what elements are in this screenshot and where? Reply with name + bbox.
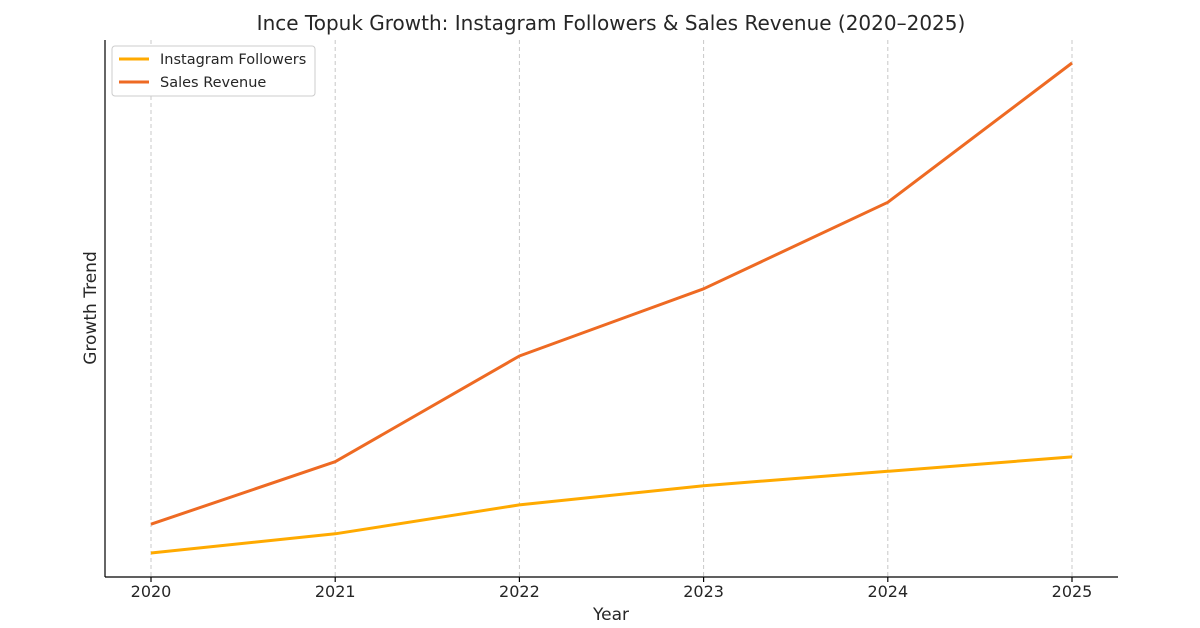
series-line-instagram-followers — [150, 455, 1073, 555]
chart-title: Ince Topuk Growth: Instagram Followers &… — [257, 11, 966, 35]
x-tick-label: 2021 — [315, 582, 356, 601]
x-tick-label: 2024 — [867, 582, 908, 601]
legend-label: Instagram Followers — [160, 52, 306, 68]
legend: Instagram Followers Sales Revenue — [111, 45, 316, 97]
legend-label: Sales Revenue — [160, 75, 266, 91]
x-tick-label: 2022 — [499, 582, 540, 601]
series-layer — [150, 61, 1073, 555]
grid-layer — [150, 40, 1073, 577]
y-axis-label: Growth Trend — [81, 251, 101, 364]
legend-items: Instagram Followers Sales Revenue — [119, 52, 306, 91]
legend-box — [111, 45, 316, 97]
x-tick-label: 2023 — [683, 582, 724, 601]
series-line-sales-revenue — [150, 61, 1073, 526]
x-tick-label: 2020 — [131, 582, 172, 601]
x-ticks: 2020 2021 2022 2023 2024 2025 — [131, 577, 1093, 601]
x-axis-label: Year — [592, 605, 629, 625]
x-tick-label: 2025 — [1052, 582, 1093, 601]
axes-layer — [104, 40, 1118, 578]
